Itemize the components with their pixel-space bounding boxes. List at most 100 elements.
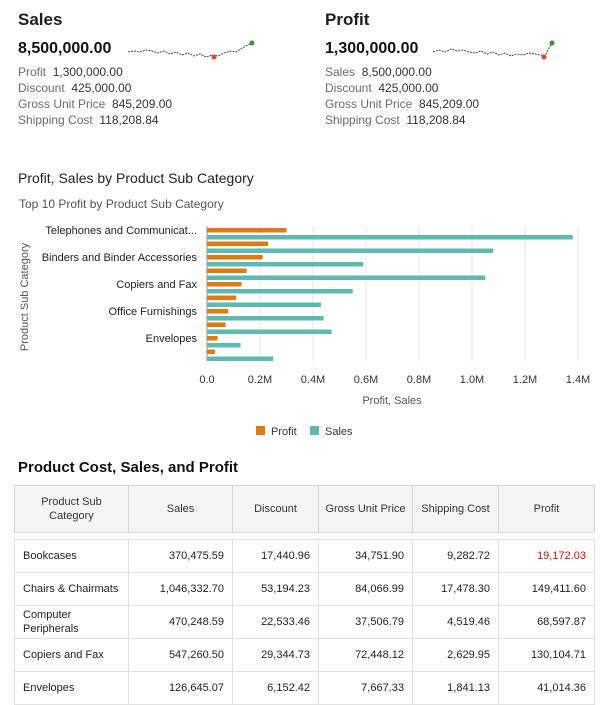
table-cell-gross: 72,448.12	[318, 638, 413, 672]
table-cell-profit: 68,597.87	[498, 605, 595, 639]
table-row[interactable]: Envelopes 126,645.07 6,152.42 7,667.33 1,841…	[14, 671, 595, 705]
table-header-row: Product Sub Category Sales Discount Gros…	[14, 485, 595, 533]
table-cell-shipping: 1,841.13	[412, 671, 499, 705]
column-header-gross-unit-price[interactable]: Gross Unit Price	[318, 485, 413, 533]
sparkline-low-marker	[211, 54, 217, 60]
category-label: Copiers and Fax	[116, 279, 197, 291]
bar-profit[interactable]	[207, 228, 287, 233]
table-cell-shipping: 2,629.95	[412, 638, 499, 672]
bar-profit[interactable]	[207, 336, 218, 341]
x-tick-label: 0.8M	[407, 374, 431, 386]
kpi-detail-value: 118,208.84	[406, 113, 466, 127]
column-header-shipping-cost[interactable]: Shipping Cost	[412, 485, 499, 533]
column-header-sales[interactable]: Sales	[128, 485, 233, 533]
table-row[interactable]: Computer Peripherals 470,248.59 22,533.46 3…	[14, 605, 595, 639]
column-header-discount[interactable]: Discount	[232, 485, 319, 533]
kpi-detail-value: 118,208.84	[99, 113, 159, 127]
legend-label-profit: Profit	[271, 426, 297, 438]
bar-sales[interactable]	[207, 248, 494, 254]
table-cell-gross: 84,066.99	[318, 572, 413, 606]
bar-sales[interactable]	[207, 289, 353, 294]
bar-sales[interactable]	[207, 262, 364, 267]
table-cell-profit: 19,172.03	[498, 539, 595, 573]
table-cell-shipping: 4,519.46	[412, 605, 499, 639]
sales-kpi-tile[interactable]: Sales 8,500,000.00 Profit 1,300,000.00 D…	[18, 10, 288, 127]
table-cell-category: Copiers and Fax	[14, 638, 129, 672]
bar-sales[interactable]	[207, 316, 324, 321]
bar-profit[interactable]	[207, 349, 215, 355]
chart-bars	[207, 228, 573, 361]
chart-x-axis-label: Profit, Sales	[362, 395, 422, 407]
category-label: Binders and Binder Accessories	[42, 252, 198, 264]
kpi-detail-row: Shipping Cost 118,208.84	[325, 112, 479, 128]
table-cell-profit: 41,014.36	[498, 671, 595, 705]
column-header-category[interactable]: Product Sub Category	[14, 485, 129, 533]
x-tick-label: 1.0M	[460, 374, 484, 386]
table-cell-discount: 17,440.96	[232, 539, 319, 573]
table-cell-sales: 470,248.59	[128, 605, 233, 639]
bar-sales[interactable]	[207, 235, 573, 240]
table-row[interactable]: Chairs & Chairmats 1,046,332.70 53,194.23 8…	[14, 572, 595, 606]
table-cell-gross: 7,667.33	[318, 671, 413, 705]
kpi-detail-label: Sales	[325, 65, 356, 79]
chart-subtitle: Top 10 Profit by Product Sub Category	[19, 197, 224, 211]
x-tick-label: 1.4M	[566, 374, 590, 386]
table-cell-shipping: 9,282.72	[412, 539, 499, 573]
kpi-detail-label: Gross Unit Price	[325, 97, 413, 111]
x-tick-label: 0.0	[199, 374, 214, 386]
profit-kpi-tile[interactable]: Profit 1,300,000.00 Sales 8,500,000.00 D…	[325, 10, 595, 127]
bar-sales[interactable]	[207, 302, 321, 308]
bar-profit[interactable]	[207, 241, 268, 247]
table-cell-discount: 22,533.46	[232, 605, 319, 639]
bar-profit[interactable]	[207, 255, 263, 260]
kpi-detail-label: Discount	[18, 81, 65, 95]
table-cell-profit: 130,104.71	[498, 638, 595, 672]
table-row[interactable]: Bookcases 370,475.59 17,440.96 34,751.90 9,2…	[14, 539, 595, 573]
table-row[interactable]: Copiers and Fax 547,260.50 29,344.73 72,448…	[14, 638, 595, 672]
table-cell-sales: 547,260.50	[128, 638, 233, 672]
category-label: Office Furnishings	[109, 306, 198, 318]
bar-chart: Telephones and Communicat... Binders and …	[19, 225, 590, 438]
table-cell-sales: 126,645.07	[128, 671, 233, 705]
kpi-detail-row: Discount 425,000.00	[18, 80, 172, 96]
category-label: Envelopes	[146, 333, 198, 345]
bar-sales[interactable]	[207, 356, 274, 362]
table-cell-gross: 34,751.90	[318, 539, 413, 573]
table-title: Product Cost, Sales, and Profit	[18, 459, 239, 476]
bar-sales[interactable]	[207, 329, 332, 335]
kpi-detail-value: 845,209.00	[419, 97, 480, 111]
product-table: Product Sub Category Sales Discount Gros…	[14, 485, 595, 705]
x-tick-label: 0.6M	[354, 374, 378, 386]
profit-kpi-value: 1,300,000.00	[325, 40, 419, 57]
sales-kpi-value: 8,500,000.00	[18, 40, 112, 57]
profit-sparkline	[432, 40, 555, 60]
bar-profit[interactable]	[207, 295, 237, 301]
table-spacer-row	[15, 533, 595, 540]
bar-profit[interactable]	[207, 309, 229, 314]
legend-swatch-sales	[310, 426, 319, 435]
column-header-profit[interactable]: Profit	[498, 485, 595, 533]
chart-tick-labels: 0.0 0.2M 0.4M 0.6M 0.8M 1.0M 1.2M 1.4M	[199, 374, 590, 386]
table-cell-sales: 1,046,332.70	[128, 572, 233, 606]
chart-category-labels: Telephones and Communicat... Binders and …	[42, 225, 198, 345]
sales-kpi-title: Sales	[18, 10, 63, 29]
table-spacer-cell	[15, 533, 595, 540]
bar-sales[interactable]	[207, 343, 241, 348]
bar-sales[interactable]	[207, 275, 486, 281]
table-cell-category: Bookcases	[14, 539, 129, 573]
bar-profit[interactable]	[207, 268, 247, 274]
kpi-detail-label: Shipping Cost	[18, 113, 93, 127]
sparkline-low-marker	[541, 54, 547, 60]
bar-profit[interactable]	[207, 322, 226, 328]
bar-profit[interactable]	[207, 282, 242, 287]
kpi-detail-row: Shipping Cost 118,208.84	[18, 112, 172, 128]
table-cell-profit: 149,411.60	[498, 572, 595, 606]
kpi-detail-row: Gross Unit Price 845,209.00	[325, 96, 479, 112]
kpi-detail-label: Gross Unit Price	[18, 97, 106, 111]
legend-swatch-profit	[256, 426, 265, 435]
x-tick-label: 0.4M	[301, 374, 325, 386]
kpi-detail-label: Discount	[325, 81, 372, 95]
table-cell-discount: 6,152.42	[232, 671, 319, 705]
table-cell-gross: 37,506.79	[318, 605, 413, 639]
kpi-detail-value: 425,000.00	[378, 81, 439, 95]
